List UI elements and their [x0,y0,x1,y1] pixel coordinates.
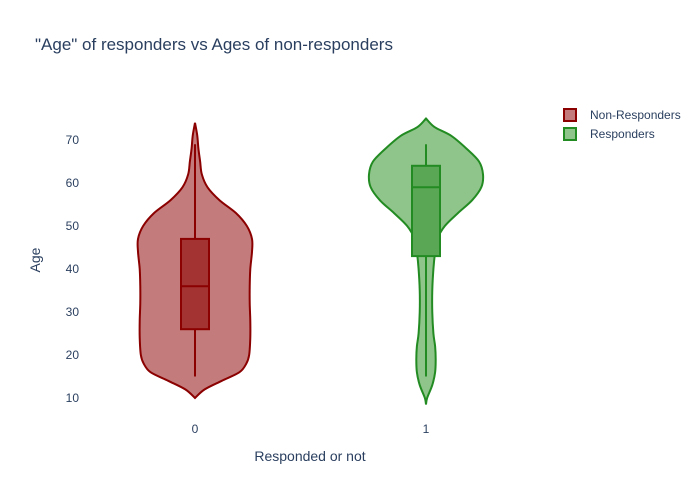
chart-title: "Age" of responders vs Ages of non-respo… [35,35,393,54]
legend: Non-Responders Responders [563,108,681,141]
violin-non-responders [136,122,254,400]
x-tick-label: 1 [423,422,430,436]
x-axis-title: Responded or not [254,448,365,464]
violin-responders [367,117,485,405]
legend-label: Responders [590,127,655,141]
iqr-box [411,164,441,258]
y-tick-label: 40 [66,262,80,276]
x-tick-label: 0 [192,422,199,436]
y-tick-label: 70 [66,133,80,147]
y-tick-label: 30 [66,305,80,319]
y-axis-title: Age [27,247,43,272]
y-axis-ticks: 10 20 30 40 50 60 70 [66,133,80,405]
y-tick-label: 60 [66,176,80,190]
legend-swatch [563,108,577,122]
plot-area [136,117,485,405]
y-tick-label: 10 [66,391,80,405]
legend-label: Non-Responders [590,108,681,122]
legend-swatch [563,127,577,141]
y-tick-label: 20 [66,348,80,362]
iqr-box [180,237,210,331]
y-tick-label: 50 [66,219,80,233]
